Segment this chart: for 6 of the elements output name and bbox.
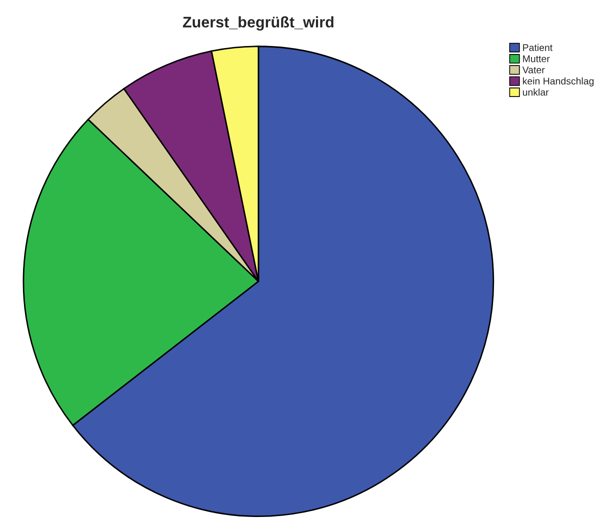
legend-label: Patient — [523, 44, 553, 52]
legend-label: unklar — [522, 88, 549, 96]
legend-label: Mutter — [523, 55, 550, 62]
chart-title: Zuerst_begrüßt_wird — [182, 16, 334, 31]
legend-label: kein Handschlag — [522, 77, 594, 86]
legend-label: Vater — [522, 66, 545, 74]
